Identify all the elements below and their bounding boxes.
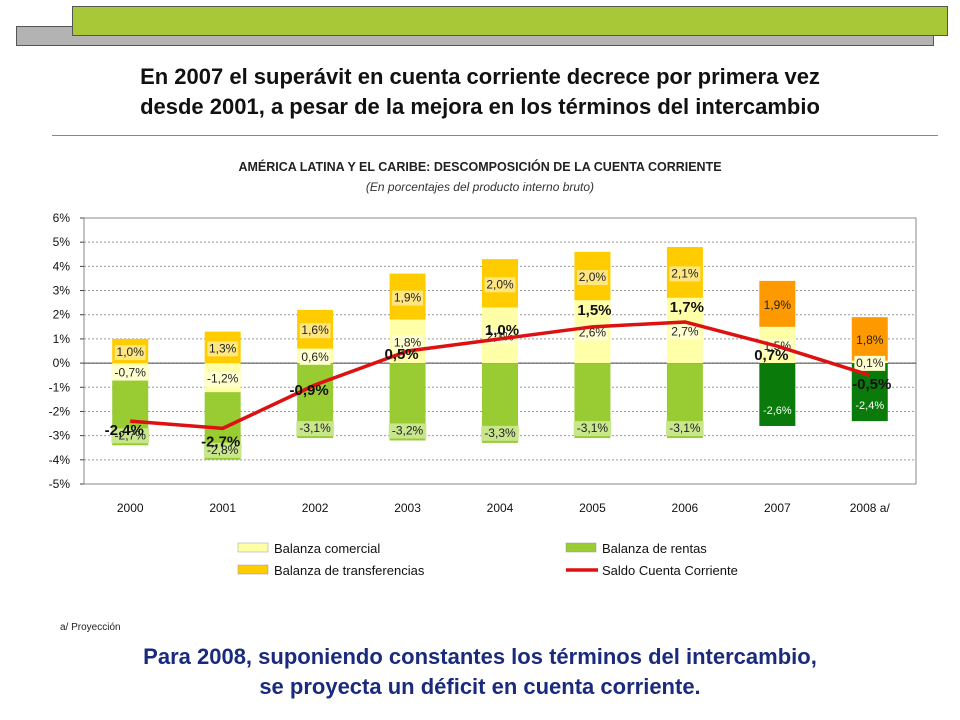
data-label-saldo: 1,7% (670, 299, 704, 316)
data-label-rentas-bg (388, 423, 427, 439)
chart-subtitle: (En porcentajes del producto interno bru… (366, 180, 594, 194)
data-label-comercial: -1,2% (207, 372, 239, 386)
slide-title-line-1: En 2007 el superávit en cuenta corriente… (140, 64, 820, 89)
footnote: a/ Proyección (60, 622, 121, 633)
x-tick-label: 2004 (487, 501, 514, 515)
legend-swatch (565, 542, 597, 553)
data-label-comercial: -0,7% (115, 366, 147, 380)
y-tick-label: 3% (53, 284, 71, 298)
slide-title: En 2007 el superávit en cuenta corriente… (20, 62, 940, 122)
data-label-rentas-bg (852, 399, 888, 414)
conclusion-text: Para 2008, suponiendo constantes los tér… (20, 642, 940, 702)
data-label-transferencias: 1,9% (394, 291, 422, 305)
conclusion-line-2: se proyecta un déficit en cuenta corrien… (259, 674, 701, 699)
data-label-transferencias: 1,6% (301, 323, 329, 337)
y-tick-label: -2% (49, 404, 71, 418)
y-tick-label: -4% (49, 453, 71, 467)
data-label-transferencias-bg (854, 332, 886, 348)
x-tick-label: 2000 (117, 501, 144, 515)
legend-swatch (237, 564, 269, 575)
x-tick-label: 2001 (209, 501, 236, 515)
data-label-rentas: -2,7% (115, 428, 147, 442)
legend-label: Saldo Cuenta Corriente (602, 563, 738, 578)
data-label-comercial-bg (111, 365, 150, 381)
data-label-transferencias-bg (761, 297, 793, 313)
x-tick-label: 2006 (672, 501, 699, 515)
y-tick-label: -3% (49, 429, 71, 443)
header-accent-bar (72, 6, 948, 36)
x-tick-label: 2005 (579, 501, 606, 515)
data-label-saldo: 0,7% (754, 347, 788, 364)
legend-label: Balanza comercial (274, 541, 380, 556)
conclusion-line-1: Para 2008, suponiendo constantes los tér… (143, 644, 817, 669)
data-label-rentas-bg (759, 403, 795, 418)
legend-swatch (237, 542, 269, 553)
data-label-rentas: -3,1% (669, 421, 701, 435)
data-label-rentas-bg (573, 421, 612, 437)
x-tick-label: 2008 a/ (850, 501, 891, 515)
legend-label: Balanza de transferencias (274, 563, 425, 578)
data-label-transferencias: 1,0% (117, 345, 145, 359)
data-label-transferencias-bg (669, 266, 701, 282)
x-tick-label: 2007 (764, 501, 791, 515)
data-label-comercial-bg (854, 355, 886, 371)
data-label-saldo: -2,7% (201, 433, 240, 450)
data-label-rentas: -2,6% (763, 405, 792, 417)
line-saldo-cuenta-corriente (130, 320, 871, 431)
data-label-comercial-bg (669, 324, 701, 340)
data-label-comercial-bg (299, 349, 331, 365)
data-label-transferencias: 1,8% (856, 333, 884, 347)
y-tick-label: 1% (53, 332, 71, 346)
slide-title-line-2: desde 2001, a pesar de la mejora en los … (140, 94, 820, 119)
data-label-rentas-bg (666, 421, 704, 437)
legend-label: Balanza de rentas (602, 541, 707, 556)
current-account-chart: AMÉRICA LATINA Y EL CARIBE: DESCOMPOSICI… (49, 159, 917, 578)
y-tick-label: 6% (53, 211, 71, 225)
y-tick-label: 2% (53, 308, 71, 322)
data-label-transferencias-bg (392, 290, 423, 306)
data-label-saldo: -0,5% (852, 376, 891, 393)
data-label-rentas: -3,1% (299, 421, 331, 435)
x-tick-label: 2003 (394, 501, 421, 515)
data-label-saldo: 1,0% (485, 322, 519, 339)
data-label-transferencias: 2,1% (671, 266, 699, 280)
data-label-rentas: -2,4% (855, 400, 884, 412)
data-label-transferencias: 1,3% (209, 341, 237, 355)
chart-title: AMÉRICA LATINA Y EL CARIBE: DESCOMPOSICI… (238, 159, 721, 174)
data-label-rentas: -3,1% (577, 421, 609, 435)
data-label-comercial-bg (203, 371, 242, 387)
data-label-transferencias-bg (114, 345, 146, 360)
data-label-transferencias-bg (484, 277, 516, 293)
data-label-comercial: 0,6% (301, 350, 329, 364)
data-label-transferencias: 1,9% (764, 298, 792, 312)
data-label-rentas-bg (481, 425, 519, 441)
title-divider (52, 135, 938, 136)
y-tick-label: 4% (53, 259, 71, 273)
y-tick-label: -1% (49, 380, 71, 394)
y-tick-label: 5% (53, 235, 71, 249)
data-label-rentas: -3,3% (484, 426, 516, 440)
data-label-rentas-bg (203, 442, 242, 458)
data-label-rentas-bg (111, 428, 150, 444)
data-label-comercial-bg (392, 335, 423, 351)
data-label-transferencias-bg (577, 270, 608, 286)
data-label-rentas-bg (296, 421, 334, 437)
data-label-saldo: 0,5% (384, 346, 418, 363)
data-label-transferencias-bg (299, 323, 331, 339)
data-label-rentas: -3,2% (392, 423, 424, 437)
data-label-saldo: 1,5% (577, 302, 611, 319)
data-label-transferencias: 2,0% (579, 270, 607, 284)
data-label-rentas: -2,8% (207, 443, 239, 457)
data-label-transferencias: 2,0% (486, 277, 514, 291)
y-tick-label: 0% (53, 356, 71, 370)
data-label-transferencias-bg (207, 341, 239, 357)
data-label-saldo: -0,9% (290, 382, 329, 399)
data-label-comercial: 0,1% (856, 356, 884, 370)
x-tick-label: 2002 (302, 501, 329, 515)
data-label-comercial: 2,7% (671, 324, 699, 338)
y-tick-label: -5% (49, 477, 71, 491)
data-label-saldo: -2,4% (105, 422, 144, 439)
data-label-comercial: 1,8% (394, 335, 422, 349)
